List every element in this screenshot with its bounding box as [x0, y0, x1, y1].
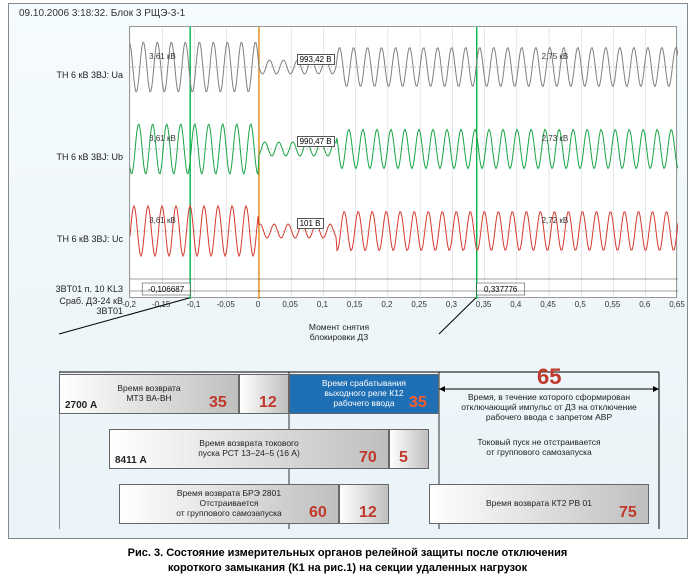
timing-bar: Время возврата КТ2 РВ 01 — [429, 484, 649, 524]
timing-duration: 60 — [309, 504, 327, 522]
figure-caption: Рис. 3. Состояние измерительных органов … — [0, 546, 695, 576]
timing-duration: 12 — [359, 504, 377, 522]
timing-duration: 75 — [619, 504, 637, 522]
svg-text:0,337776: 0,337776 — [484, 285, 518, 294]
trace-pre-val: 3,61 кВ — [149, 134, 176, 143]
trace-pre-val: 3,61 кВ — [149, 52, 176, 61]
trace-dip-val: 993,42 В — [297, 54, 335, 65]
trace-dip-val: 101 В — [297, 218, 324, 229]
timing-bar: Время возврата токовогопуска РСТ 13–24–5… — [109, 429, 389, 469]
timing-duration: 12 — [259, 394, 277, 412]
arrow-duration: 65 — [537, 364, 561, 390]
timing-bar — [389, 429, 429, 469]
arrow-desc: Время, в течение которого сформированотк… — [449, 392, 649, 422]
svg-text:-0,106687: -0,106687 — [148, 285, 185, 294]
trace-post-val: 2,73 кВ — [542, 134, 569, 143]
timing-note: Токовый пуск не отстраиваетсяот группово… — [429, 437, 649, 457]
timing-sub: 2700 А — [65, 400, 97, 411]
osc-footer-label: 3BT01 п. 10 KL3 — [39, 284, 123, 294]
timing-bar: Время возврата БРЭ 2801Отстраиваетсяот г… — [119, 484, 339, 524]
timing-duration: 70 — [359, 449, 377, 467]
trace-post-val: 2,75 кВ — [542, 52, 569, 61]
oscilloscope-plot: -0,106687 0,337776 — [129, 26, 677, 298]
timing-duration: 35 — [409, 394, 427, 412]
osc-footer-label: Сраб. ДЗ-24 кВ 3BT01 — [39, 296, 123, 316]
trace-pre-val: 3,61 кВ — [149, 216, 176, 225]
trace-post-val: 2,72 кВ — [542, 216, 569, 225]
trace-label: TH 6 кВ 3BJ: Ub — [39, 152, 123, 162]
header-text: 09.10.2006 3:18:32. Блок 3 РЩЭ-3-1 — [19, 8, 185, 19]
timing-diagram: Время возвратаМТЗ ВА-ВН2700 А3512Время с… — [59, 334, 667, 529]
trace-label: TH 6 кВ 3BJ: Ua — [39, 70, 123, 80]
timing-duration: 35 — [209, 394, 227, 412]
timing-duration: 5 — [399, 449, 408, 467]
timing-sub: 8411 А — [115, 455, 147, 466]
trace-dip-val: 990,47 В — [297, 136, 335, 147]
trace-label: TH 6 кВ 3BJ: Uc — [39, 234, 123, 244]
x-axis-ticks: -0,2-0,15-0,1-0,0500,050,10,150,20,250,3… — [129, 300, 677, 320]
